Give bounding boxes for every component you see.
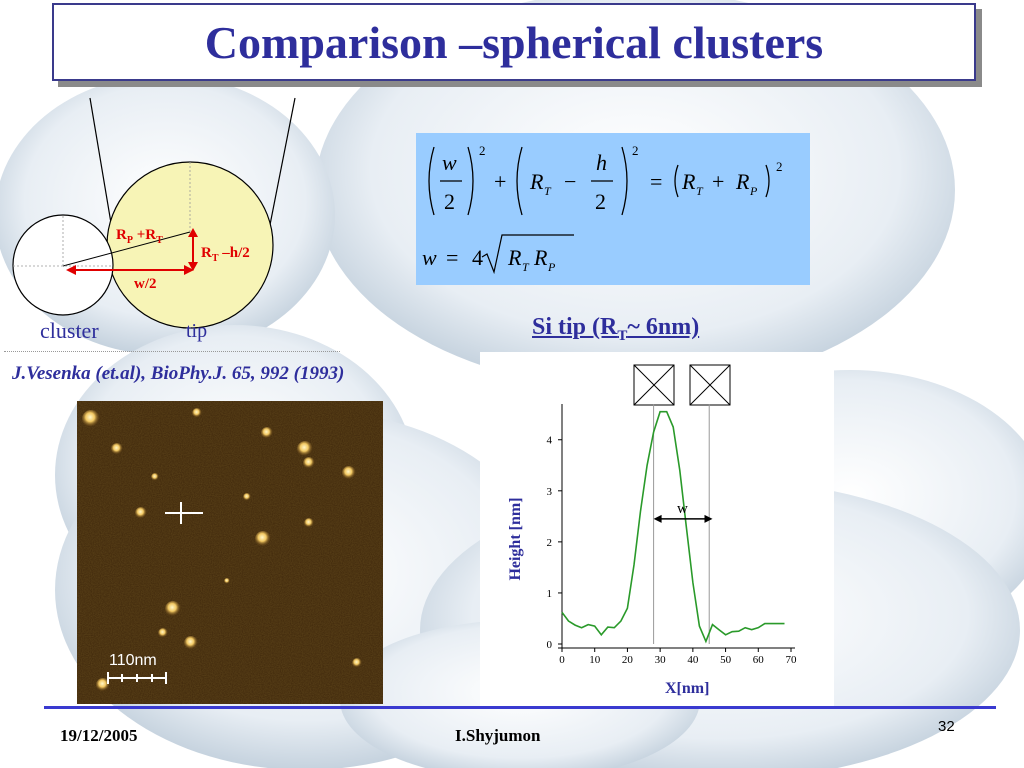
eq1-paren-3-open bbox=[674, 164, 679, 198]
footer-author: I.Shyjumon bbox=[455, 726, 541, 745]
height-profile-chart: 0 10 20 30 40 50 60 70 0 1 2 3 4 w bbox=[547, 364, 798, 666]
afm-image-svg bbox=[77, 401, 383, 704]
w-annotation-label: w bbox=[677, 501, 688, 517]
eq1-paren-1-close bbox=[467, 146, 474, 216]
eq1-minus: − bbox=[564, 169, 576, 194]
eq1-R3: R bbox=[735, 169, 750, 194]
y-axis-label: Height [nm] bbox=[507, 497, 524, 581]
y-axis-label-wrap: Height [nm] bbox=[504, 464, 528, 614]
equation-box: w 2 2 + R T − h 2 2 = R T + R P 2 w = bbox=[416, 133, 810, 285]
page-number: 32 bbox=[938, 718, 955, 735]
label-w-half: w/2 bbox=[134, 276, 157, 292]
scale-bar bbox=[107, 672, 167, 684]
eq1-paren-2-open bbox=[516, 146, 523, 216]
w-half-arrow-right-head bbox=[184, 265, 194, 275]
eq1-sq1: 2 bbox=[479, 143, 486, 158]
height-profile-panel: 0 10 20 30 40 50 60 70 0 1 2 3 4 w Height [nm] X[nm] bbox=[480, 352, 834, 707]
tip-right-edge bbox=[267, 97, 296, 236]
eq2-P: P bbox=[547, 260, 556, 274]
footer-rule bbox=[44, 706, 996, 709]
w-half-arrow-left-head bbox=[66, 265, 76, 275]
y-tick-label: 0 bbox=[547, 639, 553, 651]
eq1-2b: 2 bbox=[595, 189, 606, 214]
eq1-R: R bbox=[529, 169, 544, 194]
eq2-R1: R bbox=[507, 245, 522, 270]
w-arrow-left-head bbox=[653, 514, 662, 523]
rt-h-arrow-top-head bbox=[188, 228, 198, 237]
x-tick-label: 40 bbox=[687, 654, 699, 666]
reference-citation: J.Vesenka (et.al), BioPhy.J. 65, 992 (19… bbox=[12, 363, 345, 384]
tip-schematics bbox=[633, 364, 731, 406]
eq2-T: T bbox=[522, 260, 530, 274]
eq2-eq: = bbox=[446, 245, 458, 270]
w-arrow-right-head bbox=[704, 514, 713, 523]
reference-divider bbox=[4, 351, 340, 352]
y-tick-label: 1 bbox=[547, 588, 553, 600]
label-cluster: cluster bbox=[40, 318, 99, 343]
afm-image: 110nm bbox=[77, 401, 383, 704]
eq1-R2: R bbox=[681, 169, 696, 194]
height-profile-line bbox=[561, 410, 785, 644]
slide-title: Comparison –spherical clusters bbox=[204, 16, 824, 68]
title-box: Comparison –spherical clusters bbox=[52, 3, 976, 81]
y-tick-label: 4 bbox=[547, 435, 553, 447]
x-tick-label: 20 bbox=[622, 654, 634, 666]
eq1-eq: = bbox=[650, 169, 662, 194]
eq1-paren-3-close bbox=[765, 164, 770, 198]
y-tick-label: 2 bbox=[547, 537, 553, 549]
x-tick-label: 70 bbox=[786, 654, 798, 666]
equations-svg: w 2 2 + R T − h 2 2 = R T + R P 2 w = bbox=[422, 143, 783, 275]
rt-h-arrow-bottom-head bbox=[188, 262, 198, 271]
afm-particles bbox=[82, 408, 362, 692]
label-tip: tip bbox=[186, 320, 208, 342]
tip-left-edge bbox=[89, 97, 114, 236]
eq1-sq3: 2 bbox=[776, 159, 783, 174]
footer-date: 19/12/2005 bbox=[60, 726, 138, 745]
eq1-plus: + bbox=[494, 169, 506, 194]
si-tip-label: Si tip (RT~ 6nm) bbox=[532, 314, 700, 344]
tip-cluster-diagram bbox=[12, 97, 296, 329]
crosshair-marker bbox=[165, 502, 203, 524]
eq1-2a: 2 bbox=[444, 189, 455, 214]
eq2-sqrt-sign bbox=[481, 234, 574, 275]
rp-rt-line bbox=[62, 231, 191, 267]
x-tick-label: 10 bbox=[589, 654, 601, 666]
eq1-T2: T bbox=[696, 184, 704, 198]
eq1-plus2: + bbox=[712, 169, 724, 194]
x-tick-label: 50 bbox=[720, 654, 732, 666]
y-tick-label: 3 bbox=[547, 486, 553, 498]
x-tick-label: 30 bbox=[655, 654, 667, 666]
label-rp-plus-rt: RP +RT bbox=[116, 227, 163, 246]
eq1-h: h bbox=[596, 150, 607, 175]
x-tick-label: 60 bbox=[753, 654, 765, 666]
eq1-P: P bbox=[749, 184, 758, 198]
chart-marks: w bbox=[561, 404, 785, 644]
eq2-R2: R bbox=[533, 245, 548, 270]
scale-bar-label: 110nm bbox=[109, 652, 157, 669]
label-rt-minus-h-half: RT –h/2 bbox=[201, 245, 250, 264]
eq2-4: 4 bbox=[472, 245, 483, 270]
eq1-T: T bbox=[544, 184, 552, 198]
x-axis-label: X[nm] bbox=[665, 680, 710, 697]
eq1-sq2: 2 bbox=[632, 143, 639, 158]
eq1-paren-2-close bbox=[621, 146, 628, 216]
eq1-paren-1-open bbox=[428, 146, 435, 216]
x-tick-label: 0 bbox=[559, 654, 565, 666]
chart-axes: 0 10 20 30 40 50 60 70 0 1 2 3 4 bbox=[547, 404, 798, 666]
eq1-w: w bbox=[442, 150, 457, 175]
eq2-w: w bbox=[422, 245, 437, 270]
